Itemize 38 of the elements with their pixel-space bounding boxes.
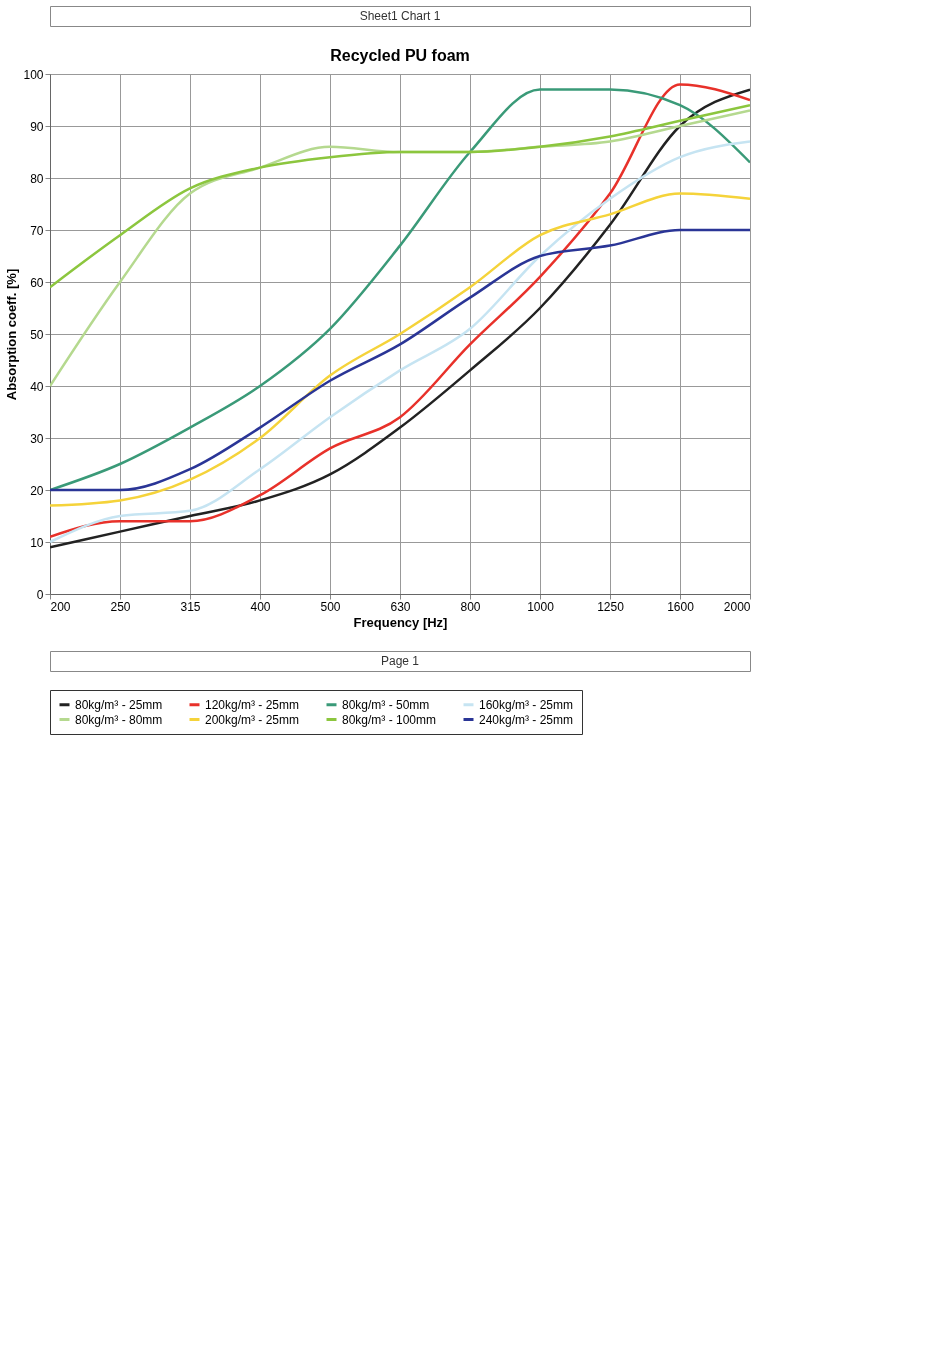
line-series [50, 228, 750, 492]
y-axis-title: Absorption coeff. [%] [4, 268, 20, 401]
x-tick-label: 400 [250, 599, 271, 614]
y-tick-label: 40 [30, 379, 44, 394]
legend-label: 160kg/m³ - 25mm [479, 697, 574, 712]
y-tick-label: 60 [30, 275, 44, 290]
y-tick-label: 90 [30, 119, 44, 134]
x-tick-label: 200 [50, 599, 71, 614]
x-tick-label: 800 [460, 599, 481, 614]
line-series [50, 192, 750, 507]
y-tick-label: 100 [23, 67, 44, 82]
legend-label: 120kg/m³ - 25mm [205, 697, 300, 712]
x-tick-label: 1600 [667, 599, 695, 614]
x-axis-title: Frequency [Hz] [353, 614, 448, 630]
legend-label: 80kg/m³ - 25mm [75, 697, 163, 712]
y-tick-label: 80 [30, 171, 44, 186]
text: Sheet1 Chart 1 [359, 9, 441, 23]
x-tick-label: 1000 [527, 599, 555, 614]
x-tick-label: 500 [320, 599, 341, 614]
legend-label: 80kg/m³ - 50mm [342, 697, 430, 712]
legend-label: 80kg/m³ - 80mm [75, 712, 163, 727]
y-tick-label: 50 [30, 327, 44, 342]
text: Page 1 [380, 654, 420, 668]
y-tick-label: 0 [36, 587, 44, 602]
legend-label: 240kg/m³ - 25mm [479, 712, 574, 727]
legend-label: 80kg/m³ - 100mm [342, 712, 437, 727]
x-tick-label: 630 [390, 599, 411, 614]
line-series [50, 103, 750, 289]
legend-label: 200kg/m³ - 25mm [205, 712, 300, 727]
y-tick-label: 20 [30, 483, 44, 498]
y-tick-label: 30 [30, 431, 44, 446]
x-tick-label: 2000 [723, 599, 751, 614]
chart-title: Recycled PU foam [330, 47, 470, 64]
y-tick-label: 70 [30, 223, 44, 238]
y-tick-label: 10 [30, 535, 44, 550]
x-tick-label: 1250 [597, 599, 625, 614]
x-tick-label: 315 [180, 599, 201, 614]
x-tick-label: 250 [110, 599, 131, 614]
